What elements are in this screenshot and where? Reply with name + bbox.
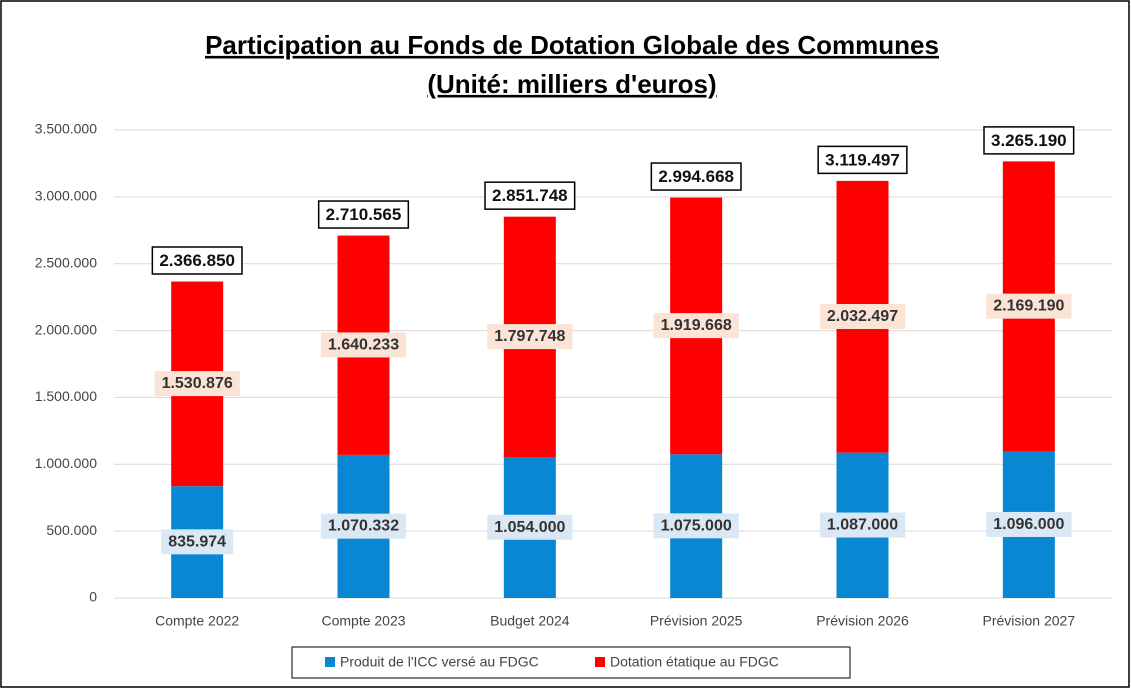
y-tick-label: 1.000.000 bbox=[35, 455, 97, 471]
data-label-box bbox=[653, 513, 739, 539]
chart-title: Participation au Fonds de Dotation Globa… bbox=[205, 30, 939, 60]
legend: Produit de l'ICC versé au FDGC Dotation é… bbox=[325, 654, 779, 670]
data-label: 1.096.000 bbox=[993, 516, 1064, 533]
data-label-box bbox=[154, 371, 240, 397]
data-label-box bbox=[986, 511, 1072, 537]
x-tick-label: Compte 2022 bbox=[155, 613, 239, 629]
total-label-box bbox=[650, 162, 742, 191]
total-label-box bbox=[151, 246, 243, 275]
x-tick-label: Prévision 2025 bbox=[650, 613, 743, 629]
data-label: 1.087.000 bbox=[827, 517, 898, 534]
labels: 835.974 1.530.876 2.366.850 1.070.332 1.640.… bbox=[151, 126, 1075, 555]
data-label: 1.530.876 bbox=[162, 375, 233, 392]
y-tick-label: 3.000.000 bbox=[35, 188, 97, 204]
y-tick-label: 1.500.000 bbox=[35, 388, 97, 404]
data-label: 1.919.668 bbox=[661, 317, 732, 334]
data-label-box bbox=[320, 513, 407, 539]
data-label-box bbox=[819, 303, 906, 329]
total-label-box bbox=[817, 145, 908, 175]
x-tick-label: Budget 2024 bbox=[490, 613, 570, 629]
y-tick-label: 500.000 bbox=[46, 522, 97, 538]
chart-subtitle: (Unité: milliers d'euros) bbox=[427, 69, 716, 99]
total-label: 3.265.190 bbox=[991, 131, 1067, 150]
data-label-box bbox=[986, 293, 1072, 319]
grid: 0 500.000 1.000.000 1.500.000 2.000.000 2.500… bbox=[35, 121, 1112, 629]
legend-label: Dotation étatique au FDGC bbox=[610, 654, 779, 670]
total-label-box bbox=[317, 200, 410, 229]
y-tick-label: 3.500.000 bbox=[35, 121, 97, 137]
legend-box bbox=[291, 646, 851, 679]
total-label-box bbox=[484, 181, 576, 210]
total-label: 2.851.748 bbox=[492, 186, 568, 205]
total-label: 3.119.497 bbox=[825, 150, 900, 169]
data-label: 1.070.332 bbox=[328, 518, 399, 535]
data-label: 1.075.000 bbox=[661, 517, 732, 534]
data-label-box bbox=[487, 514, 573, 540]
y-tick-label: 2.000.000 bbox=[35, 321, 97, 337]
data-label-box bbox=[320, 332, 407, 358]
data-label: 1.797.748 bbox=[494, 328, 565, 345]
data-label: 1.054.000 bbox=[494, 519, 565, 536]
total-label-box bbox=[983, 126, 1075, 155]
total-label: 2.710.565 bbox=[326, 205, 402, 224]
data-label: 835.974 bbox=[168, 533, 226, 550]
y-tick-label: 0 bbox=[89, 589, 97, 605]
data-label-box bbox=[161, 529, 234, 555]
x-tick-label: Prévision 2027 bbox=[983, 613, 1076, 629]
y-tick-label: 2.500.000 bbox=[35, 254, 97, 270]
total-label: 2.366.850 bbox=[159, 251, 235, 270]
data-label: 1.640.233 bbox=[328, 336, 399, 353]
total-label: 2.994.668 bbox=[658, 167, 734, 186]
data-label-box bbox=[487, 324, 573, 350]
legend-swatch bbox=[325, 657, 335, 667]
legend-label: Produit de l'ICC versé au FDGC bbox=[340, 654, 539, 670]
x-tick-label: Compte 2023 bbox=[321, 613, 405, 629]
data-label: 2.032.497 bbox=[827, 308, 898, 325]
legend-swatch bbox=[595, 657, 605, 667]
data-label: 2.169.190 bbox=[993, 298, 1064, 315]
x-tick-label: Prévision 2026 bbox=[816, 613, 909, 629]
data-label-box bbox=[653, 313, 739, 339]
data-label-box bbox=[819, 512, 906, 538]
